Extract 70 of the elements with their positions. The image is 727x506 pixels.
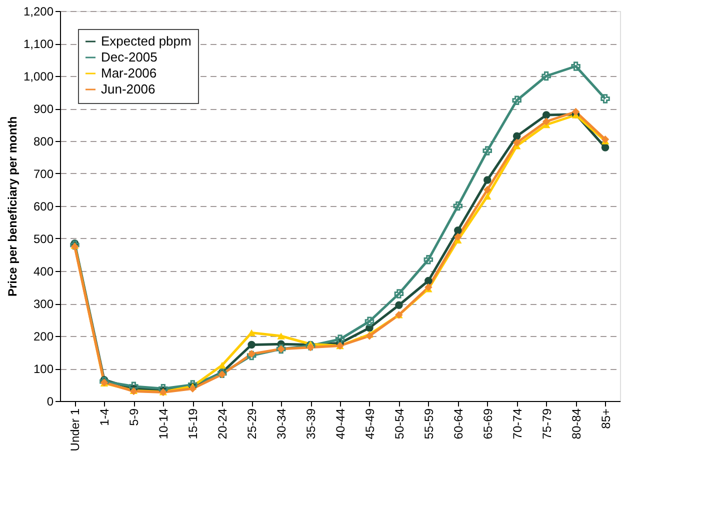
point xyxy=(129,382,138,391)
point xyxy=(454,233,462,241)
x-tick-label: 40-44 xyxy=(334,408,348,440)
y-tick-label: 800 xyxy=(33,134,54,148)
y-tick-label: 100 xyxy=(33,362,54,376)
point xyxy=(512,96,522,105)
point xyxy=(218,362,226,369)
point xyxy=(188,384,197,393)
point xyxy=(395,301,403,309)
y-tick-label: 700 xyxy=(33,167,54,181)
x-tick-label: 35-39 xyxy=(304,408,318,440)
point xyxy=(246,350,256,360)
y-axis-title: Price per beneficiary per month xyxy=(5,116,20,297)
point xyxy=(483,192,492,200)
point xyxy=(335,334,345,344)
x-tick-label: 75-79 xyxy=(540,408,554,440)
point xyxy=(424,255,434,264)
point xyxy=(483,176,492,184)
legend-label: Dec-2005 xyxy=(101,50,158,64)
y-tick-label: 300 xyxy=(33,297,54,311)
point xyxy=(542,118,550,126)
point xyxy=(572,108,580,116)
point xyxy=(306,344,314,352)
y-tick-label: 1,100 xyxy=(23,37,54,51)
x-tick-label: 30-34 xyxy=(274,408,289,440)
point xyxy=(600,94,610,104)
x-tick-label: 1-4 xyxy=(98,408,112,426)
point xyxy=(512,138,521,146)
x-tick-label: 25-29 xyxy=(245,408,260,440)
x-tick-label: 15-19 xyxy=(186,408,200,440)
point xyxy=(248,340,256,349)
point xyxy=(512,132,521,140)
x-tick-label: 65-69 xyxy=(480,408,495,440)
x-tick-label: 55-59 xyxy=(422,408,436,440)
x-tick-label: 85+ xyxy=(598,408,613,429)
point xyxy=(248,350,256,358)
y-tick-label: 0 xyxy=(46,394,54,408)
legend-label: Expected pbpm xyxy=(101,34,192,48)
point xyxy=(542,71,551,81)
point xyxy=(542,111,550,119)
legend-label: Mar-2006 xyxy=(101,66,157,80)
y-tick-label: 500 xyxy=(33,232,54,246)
x-tick-label: 45-49 xyxy=(362,408,377,440)
x-tick-label: 60-64 xyxy=(451,408,466,440)
x-tick-label: 70-74 xyxy=(510,408,524,440)
y-tick-label: 600 xyxy=(33,200,54,214)
x-tick-label: Under 1 xyxy=(68,408,82,452)
point xyxy=(364,316,374,326)
point xyxy=(277,332,285,340)
point xyxy=(482,146,492,156)
x-tick-label: 80-84 xyxy=(569,408,584,440)
point xyxy=(248,329,256,336)
point xyxy=(424,283,432,292)
point xyxy=(483,186,492,194)
x-tick-label: 10-14 xyxy=(156,408,171,440)
y-tick-label: 1,000 xyxy=(23,70,54,84)
x-tick-label: 5-9 xyxy=(127,408,142,426)
y-tick-label: 1,200 xyxy=(23,4,54,18)
y-tick-label: 400 xyxy=(33,264,54,278)
point xyxy=(394,289,404,298)
point xyxy=(424,276,432,285)
point xyxy=(571,62,580,71)
point xyxy=(601,144,610,152)
y-tick-label: 200 xyxy=(33,330,54,344)
x-tick-label: 50-54 xyxy=(392,408,406,440)
y-tick-label: 900 xyxy=(33,102,54,116)
x-tick-label: 20-24 xyxy=(216,408,230,440)
point xyxy=(454,226,462,234)
legend-label: Jun-2006 xyxy=(101,82,156,96)
point xyxy=(453,201,463,211)
